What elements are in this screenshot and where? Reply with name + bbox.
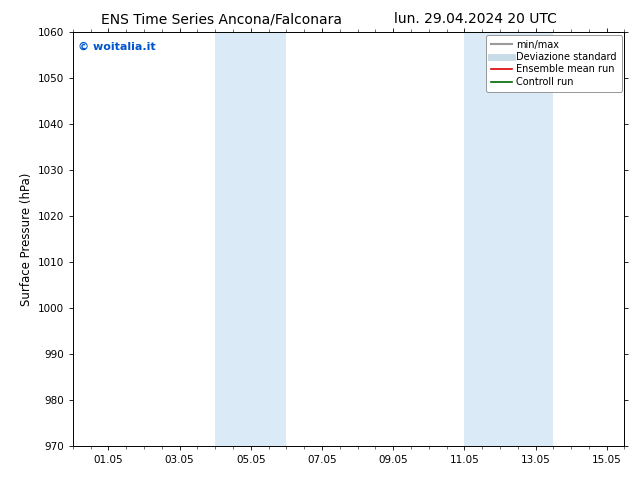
- Y-axis label: Surface Pressure (hPa): Surface Pressure (hPa): [20, 172, 34, 306]
- Text: © woitalia.it: © woitalia.it: [79, 42, 156, 52]
- Text: lun. 29.04.2024 20 UTC: lun. 29.04.2024 20 UTC: [394, 12, 557, 26]
- Bar: [464, 32, 553, 446]
- Legend: min/max, Deviazione standard, Ensemble mean run, Controll run: min/max, Deviazione standard, Ensemble m…: [486, 35, 621, 92]
- Bar: [216, 32, 287, 446]
- Text: ENS Time Series Ancona/Falconara: ENS Time Series Ancona/Falconara: [101, 12, 342, 26]
